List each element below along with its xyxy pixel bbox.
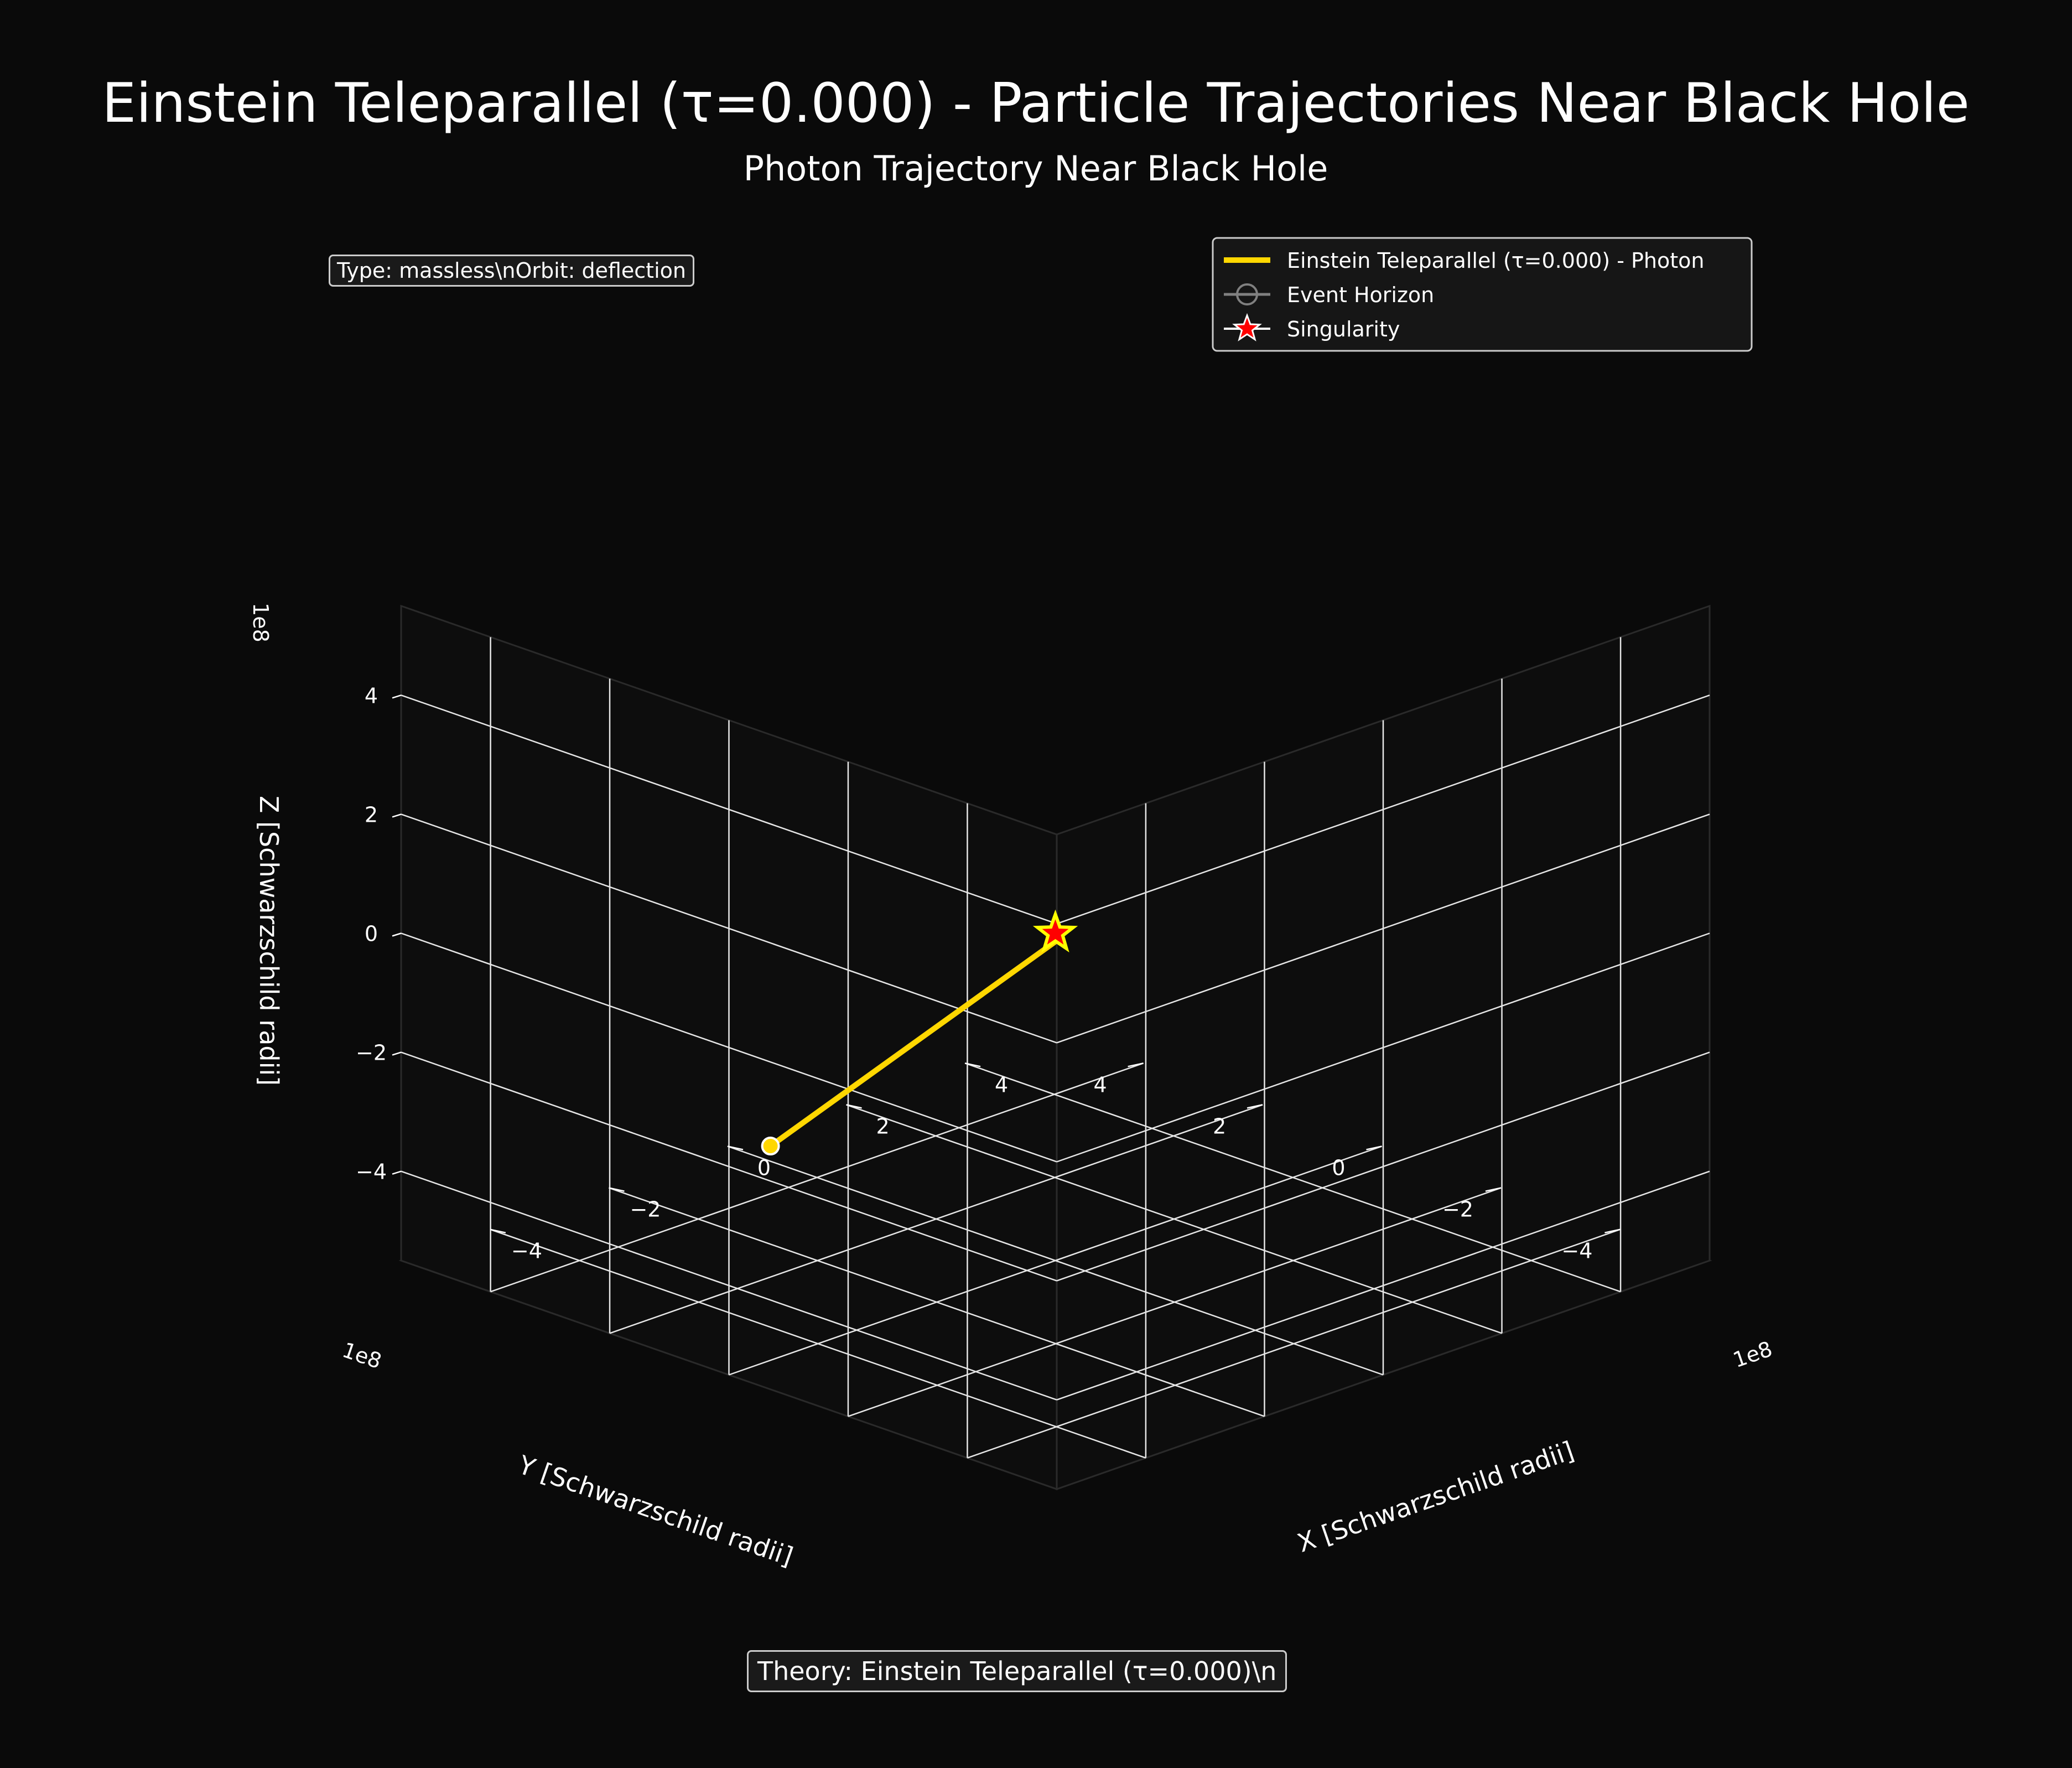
grid-floor-y-0 <box>490 1228 1146 1459</box>
data-marks <box>761 909 1078 1156</box>
legend-label-horizon: Event Horizon <box>1287 283 1434 307</box>
y-tick-1 <box>609 1187 625 1192</box>
x-tick-label-2: 0 <box>1332 1156 1345 1180</box>
grid-floor-y-2 <box>727 1145 1384 1376</box>
chart-title: Einstein Teleparallel (τ=0.000) - Partic… <box>102 72 1970 135</box>
x-tick-label-0: −4 <box>1561 1239 1592 1263</box>
z-tick-label-2: 0 <box>365 922 378 946</box>
legend: Einstein Teleparallel (τ=0.000) - Photon… <box>1212 237 1753 352</box>
y-tick-4 <box>964 1062 981 1067</box>
grid-right-z-1 <box>1056 1051 1710 1282</box>
z-tick-label-1: −2 <box>356 1041 387 1065</box>
y-tick-3 <box>846 1104 862 1109</box>
grid-left-z-3 <box>401 813 1057 1044</box>
y-tick-label-4: 4 <box>995 1072 1008 1097</box>
y-tick-2 <box>727 1145 744 1150</box>
legend-frame <box>1212 237 1753 352</box>
legend-marker-singularity-star-icon <box>1232 313 1262 341</box>
legend-label-photon: Einstein Teleparallel (τ=0.000) - Photon <box>1287 248 1704 273</box>
z-tick-label-0: −4 <box>356 1160 387 1184</box>
grid-floor-y-3 <box>846 1104 1502 1334</box>
z-tick-1 <box>392 1051 402 1056</box>
x-tick-1 <box>1485 1187 1502 1192</box>
z-tick-2 <box>392 932 402 937</box>
x-tick-label-1: −2 <box>1442 1197 1473 1222</box>
x-tick-label-3: 2 <box>1213 1114 1226 1138</box>
legend-marker-horizon <box>1236 283 1258 305</box>
grid-left-z-2 <box>401 932 1057 1163</box>
grid-right-z-0 <box>1056 1170 1710 1401</box>
x-tick-3 <box>1247 1104 1263 1109</box>
trajectory-start-point <box>761 1137 780 1156</box>
y-tick-label-0: −4 <box>511 1239 542 1263</box>
grid-right-z-4 <box>1056 694 1710 925</box>
x-tick-label-4: 4 <box>1093 1072 1107 1097</box>
chart-subtitle: Photon Trajectory Near Black Hole <box>744 148 1328 189</box>
theory-info-box: Theory: Einstein Teleparallel (τ=0.000)\… <box>747 1650 1287 1692</box>
legend-label-singularity: Singularity <box>1287 317 1400 341</box>
z-tick-label-4: 4 <box>365 683 378 708</box>
grid-floor-y-1 <box>609 1187 1265 1417</box>
y-tick-0 <box>490 1228 506 1233</box>
z-axis-label: Z [Schwarzschild radii] <box>254 796 284 1086</box>
x-tick-0 <box>1604 1228 1621 1233</box>
z-tick-3 <box>392 813 402 818</box>
y-tick-label-1: −2 <box>630 1197 661 1222</box>
orbit-info-box: Type: massless\nOrbit: deflection <box>329 255 694 287</box>
grid-left-z-4 <box>401 694 1057 925</box>
axis-ticks: −4 −2 0 2 4 −4 −2 0 2 4 −4 −2 0 2 4 <box>356 683 1621 1263</box>
x-tick-4 <box>1128 1062 1144 1067</box>
singularity-star-icon <box>1032 909 1078 953</box>
x-tick-2 <box>1366 1145 1382 1150</box>
z-tick-label-3: 2 <box>365 802 378 827</box>
grid-left-z-0 <box>401 1170 1057 1401</box>
z-tick-4 <box>392 694 402 699</box>
y-tick-label-2: 0 <box>757 1156 771 1180</box>
grid-right-z-3 <box>1056 813 1710 1044</box>
grid-left-z-1 <box>401 1051 1057 1282</box>
grid-floor-y-4 <box>964 1062 1621 1293</box>
z-tick-0 <box>392 1170 402 1175</box>
grid-right-z-2 <box>1056 932 1710 1163</box>
trajectory-line-0 <box>767 939 1058 1149</box>
z-axis-multiplier: 1e8 <box>248 603 273 642</box>
y-tick-label-3: 2 <box>876 1114 889 1138</box>
